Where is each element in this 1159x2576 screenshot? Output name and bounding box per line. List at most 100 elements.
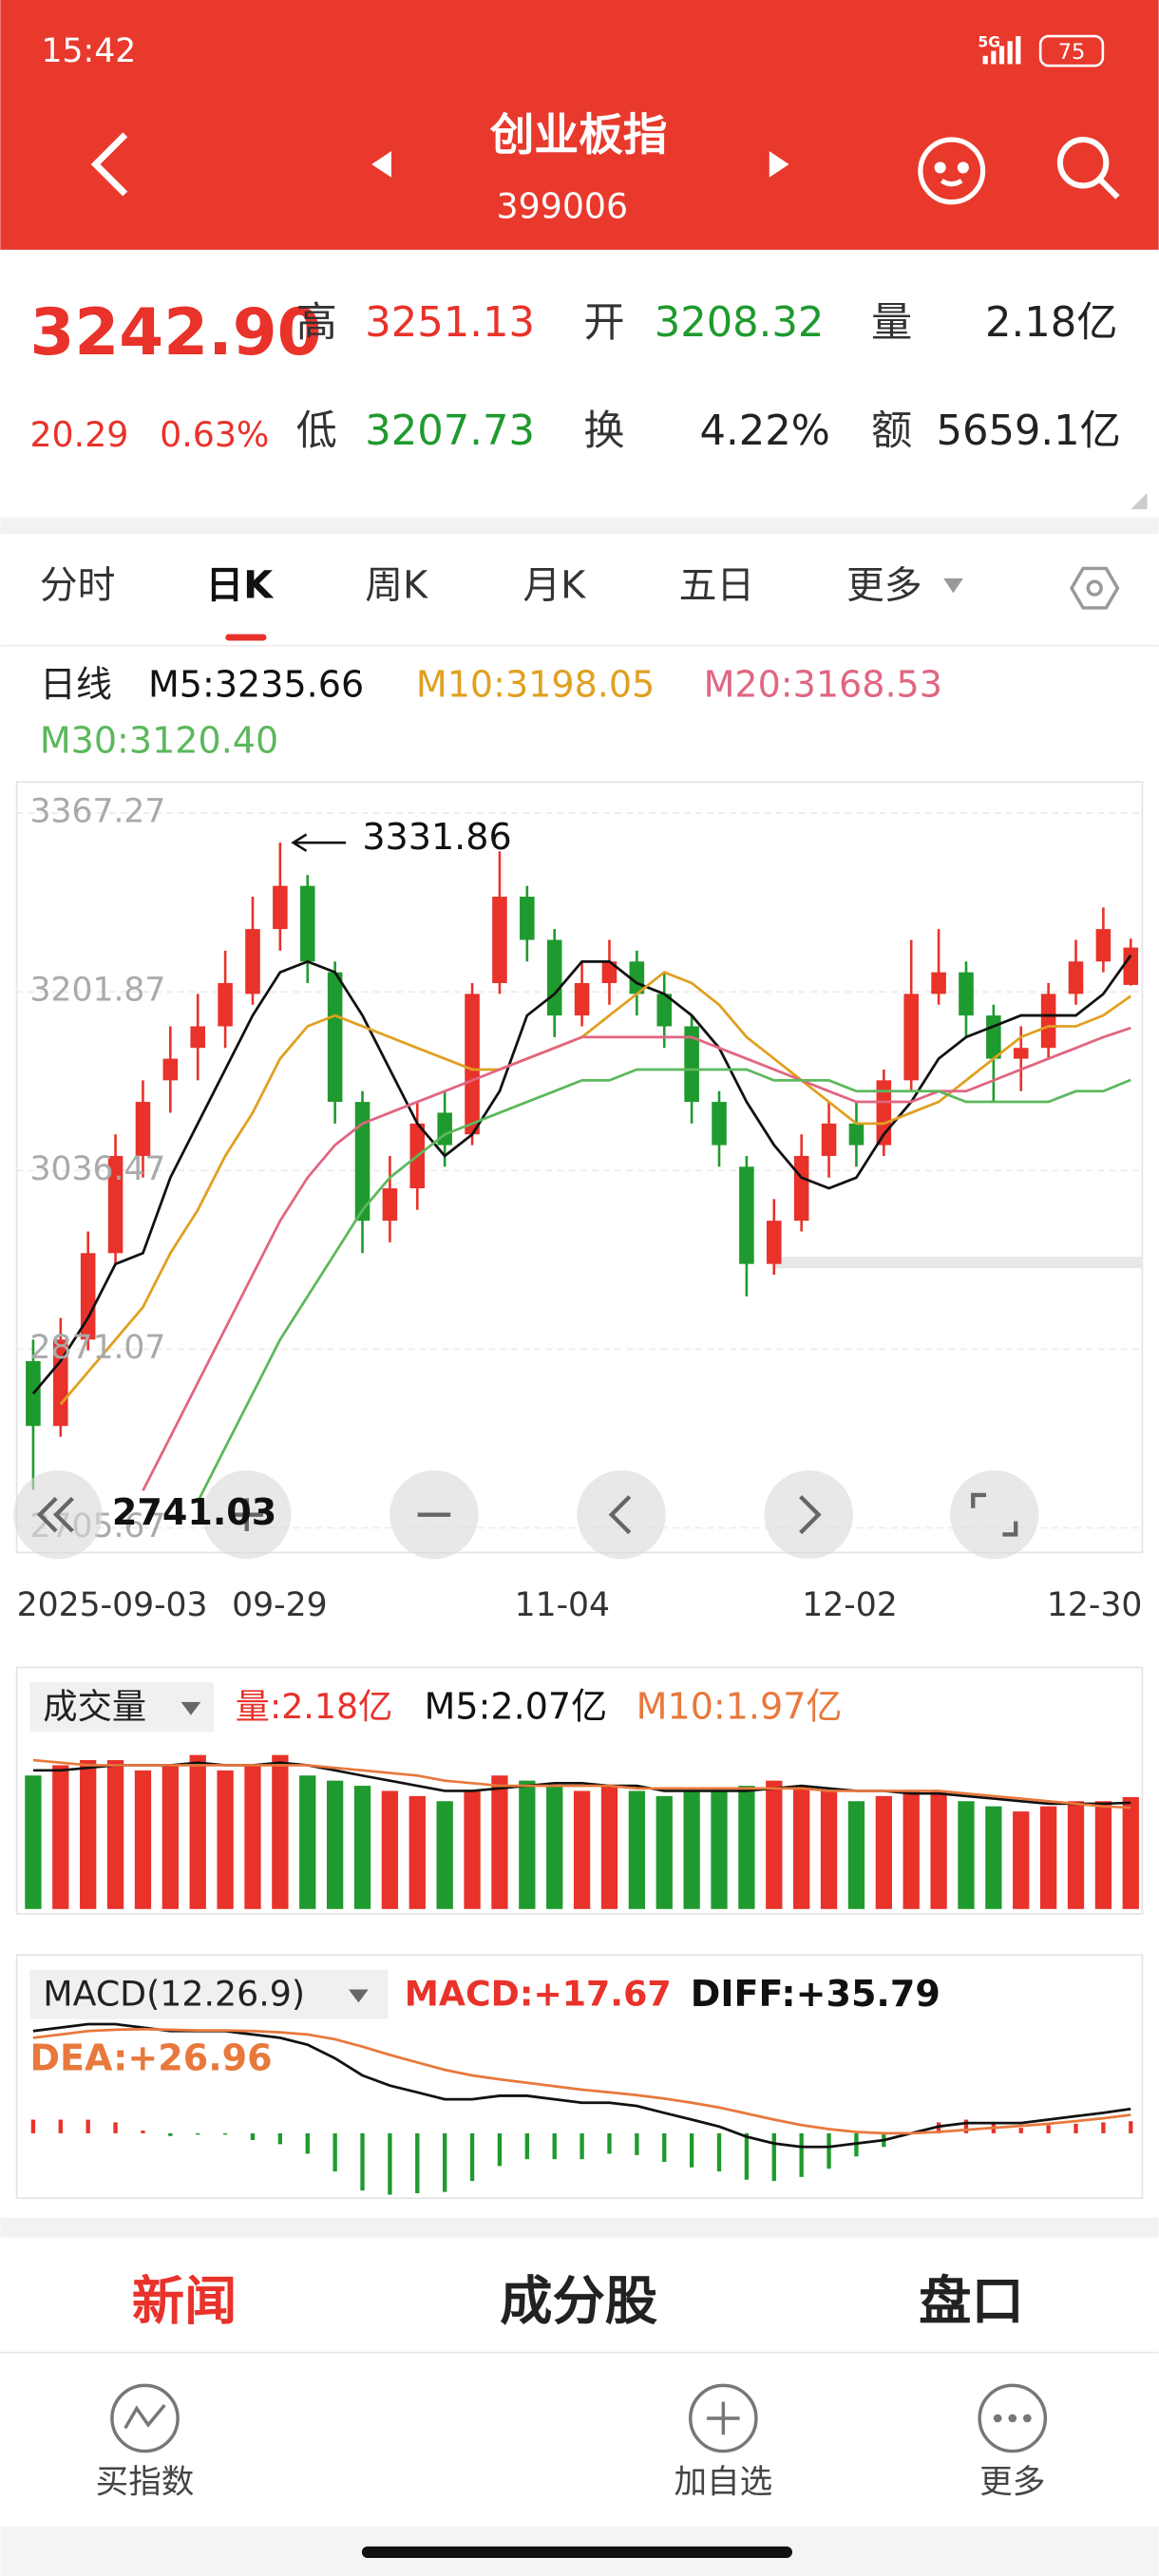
volume-bar — [766, 1780, 783, 1909]
separator — [0, 517, 1159, 535]
candle-body — [162, 1058, 179, 1081]
candle-body — [107, 1155, 124, 1254]
candle-body — [135, 1102, 151, 1156]
volume-bar — [1067, 1801, 1085, 1909]
macd-title: MACD(12.26.9) — [43, 1973, 305, 2014]
x-tick-label: 09-29 — [232, 1586, 327, 1624]
candle-body — [492, 897, 507, 983]
corner-mark — [1130, 492, 1148, 510]
candle-body — [53, 1339, 68, 1427]
volume-bar — [408, 1795, 426, 1909]
candle-body — [767, 1221, 782, 1264]
candle-body — [546, 939, 562, 1016]
nav-item[interactable]: 更多 — [979, 2464, 1045, 2502]
annotation: 2741.03 — [112, 1491, 276, 1533]
prev-index[interactable] — [371, 151, 391, 178]
dropdown-arrow — [348, 1989, 369, 2003]
volume-bar — [381, 1790, 399, 1909]
macd-label: MACD:+17.67 — [405, 1973, 672, 2014]
settings-icon[interactable] — [1070, 566, 1120, 610]
index-code: 399006 — [497, 186, 629, 227]
tab-underline — [225, 634, 267, 641]
nav-item[interactable]: 买指数 — [96, 2464, 195, 2502]
volume-bar — [847, 1801, 865, 1909]
series-line — [142, 1026, 1131, 1492]
assistant-icon[interactable] — [918, 137, 986, 205]
legend-entry: DEA:+26.96 — [29, 2036, 272, 2078]
candle-body — [1013, 1048, 1029, 1059]
bottom-tab-active[interactable]: 新闻 — [132, 2272, 238, 2333]
volume-bar — [299, 1775, 316, 1909]
search-icon[interactable] — [1056, 136, 1120, 199]
tab-active[interactable]: 日K — [206, 564, 276, 608]
legend-entry: M5:3235.66 — [148, 663, 364, 705]
legend-entry: M30:3120.40 — [40, 719, 278, 761]
candle-body — [986, 1015, 1001, 1059]
legend-entry: M5:2.07亿 — [425, 1685, 608, 1727]
bottom-tab[interactable]: 成分股 — [500, 2272, 658, 2333]
volume-bar — [930, 1790, 947, 1909]
macd-frame — [15, 1954, 1144, 2200]
candle-body — [1095, 929, 1112, 962]
volume-bar — [464, 1790, 481, 1909]
volume-frame — [15, 1666, 1144, 1915]
volume-selector[interactable] — [29, 1682, 215, 1732]
volume-bar — [1039, 1806, 1057, 1909]
annotation: 3331.86 — [362, 816, 511, 858]
step-left-button[interactable] — [577, 1469, 666, 1560]
volume-bar — [326, 1780, 344, 1909]
back-button[interactable] — [90, 132, 128, 197]
volume-bar — [600, 1786, 618, 1909]
field-value: 2.18亿 — [985, 299, 1117, 347]
candle-body — [299, 885, 315, 962]
candle-body — [848, 1123, 864, 1146]
field-label: 开 — [583, 299, 624, 347]
tab[interactable]: 分时 — [40, 564, 116, 608]
y-tick-label: 2871.07 — [29, 1329, 165, 1367]
volume-bar — [738, 1786, 755, 1909]
volume-bar — [573, 1790, 591, 1909]
field-value: 3251.13 — [365, 299, 535, 347]
last-price: 3242.90 — [29, 294, 321, 369]
candle-body — [245, 929, 260, 994]
volume-bar — [106, 1760, 124, 1909]
candle-body — [739, 1166, 754, 1264]
candle-body — [80, 1253, 96, 1340]
next-index[interactable] — [769, 151, 789, 178]
tab[interactable]: 周K — [365, 564, 428, 608]
candle-body — [601, 961, 618, 983]
nav-item[interactable]: 加自选 — [674, 2464, 772, 2502]
candle-body — [520, 897, 535, 940]
tab[interactable]: 五日 — [679, 564, 755, 608]
legend-entry: M10:1.97亿 — [636, 1685, 843, 1727]
tab[interactable]: 月K — [522, 564, 586, 608]
candle-body — [218, 982, 233, 1027]
kline-frame — [15, 781, 1144, 1554]
nav-icons — [110, 2383, 1048, 2453]
home-indicator[interactable] — [361, 2546, 792, 2558]
field-label: 高 — [296, 299, 337, 347]
y-tick-label: 3036.47 — [29, 1150, 165, 1188]
bottom-tab[interactable]: 盘口 — [919, 2272, 1024, 2333]
candle-body — [959, 972, 974, 1016]
candle-body — [327, 972, 343, 1103]
dropdown-arrow — [180, 1701, 201, 1715]
macd-selector[interactable] — [29, 1969, 389, 2019]
candle-body — [354, 1102, 370, 1222]
field-value: 3207.73 — [365, 407, 535, 455]
step-right-button[interactable] — [764, 1469, 853, 1560]
tab[interactable]: 更多 — [846, 564, 922, 608]
candle-body — [273, 885, 288, 930]
series-line — [196, 1068, 1131, 1503]
candle-body — [903, 994, 919, 1081]
candle-body — [684, 1026, 699, 1103]
volume-bar — [628, 1790, 646, 1909]
volume-bar — [80, 1760, 97, 1909]
candle-body — [382, 1188, 398, 1222]
volume-title: 成交量 — [43, 1686, 146, 1727]
candle-body — [1040, 994, 1056, 1049]
y-tick-label: 3367.27 — [29, 793, 165, 831]
volume-bar — [958, 1801, 975, 1909]
fullscreen-button[interactable] — [950, 1469, 1039, 1560]
dropdown-arrow — [943, 578, 963, 594]
